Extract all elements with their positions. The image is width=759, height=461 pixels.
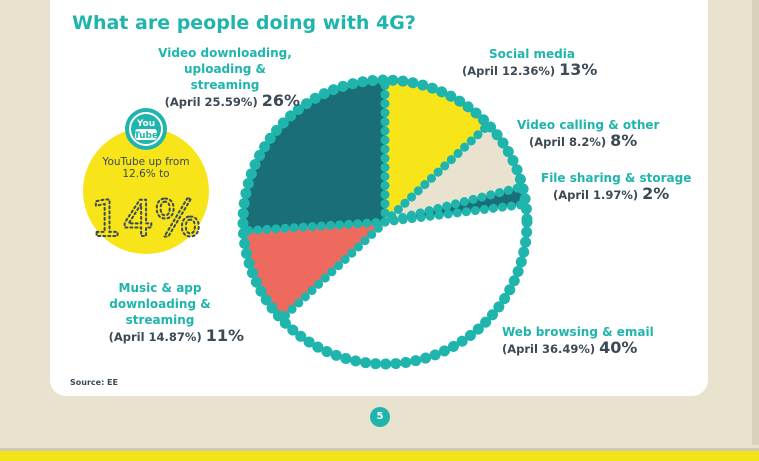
youtube-callout-value: 14% xyxy=(90,190,201,248)
label-video-calling-previous: (April 8.2%) xyxy=(529,135,607,149)
label-web-browsing: Web browsing & email (April 36.49%) 40% xyxy=(502,324,654,357)
label-video-downloading-category: Video downloading, uploading & streaming xyxy=(158,46,292,92)
label-file-sharing-category: File sharing & storage xyxy=(541,171,692,185)
label-web-browsing-percent: 40% xyxy=(599,338,638,357)
youtube-callout-circle xyxy=(83,128,209,254)
slice-separator-2 xyxy=(380,120,494,227)
label-video-calling: Video calling & other (April 8.2%) 8% xyxy=(517,117,659,150)
label-music-app-category: Music & app downloading & streaming xyxy=(109,281,211,327)
label-video-downloading-percent: 26% xyxy=(261,91,300,110)
page-number[interactable]: 5 xyxy=(370,407,390,427)
label-file-sharing-previous: (April 1.97%) xyxy=(553,188,639,202)
label-music-app: Music & app downloading & streaming (Apr… xyxy=(74,280,244,345)
label-web-browsing-previous: (April 36.49%) xyxy=(502,342,596,356)
label-video-calling-percent: 8% xyxy=(610,131,638,150)
label-social-media-previous: (April 12.36%) xyxy=(462,64,556,78)
label-music-app-percent: 11% xyxy=(205,326,244,345)
label-social-media-percent: 13% xyxy=(559,60,598,79)
label-video-downloading-previous: (April 25.59%) xyxy=(164,95,258,109)
pie-borders xyxy=(237,74,533,370)
pie-slice-web-browsing-email xyxy=(281,204,528,365)
pie-slice-music-app-downloading-streaming xyxy=(243,222,385,320)
label-file-sharing: File sharing & storage (April 1.97%) 2% xyxy=(541,170,691,203)
chart-title: What are people doing with 4G? xyxy=(72,12,416,34)
slice-separator-3 xyxy=(380,182,528,227)
youtube-icon xyxy=(129,112,163,146)
slice-separator-6 xyxy=(238,217,390,236)
label-social-media-category: Social media xyxy=(489,47,575,61)
slice-separator-4 xyxy=(380,199,531,227)
youtube-icon-tube-box xyxy=(135,129,157,140)
label-web-browsing-category: Web browsing & email xyxy=(502,325,654,339)
page-edge xyxy=(752,0,759,445)
source-note: Source: EE xyxy=(70,378,118,387)
youtube-callout: You Tube YouTube up from 12.6% to 14% xyxy=(83,108,209,254)
label-music-app-previous: (April 14.87%) xyxy=(108,330,202,344)
youtube-icon-text-2: Tube xyxy=(134,131,158,141)
youtube-callout-text-wrap: YouTube up from 12.6% to xyxy=(102,156,190,180)
next-page-strip xyxy=(0,448,759,461)
youtube-callout-text: YouTube up from 12.6% to xyxy=(102,156,190,180)
label-file-sharing-percent: 2% xyxy=(642,184,670,203)
pie-slice-video-calling-other xyxy=(385,124,523,222)
label-video-calling-category: Video calling & other xyxy=(517,118,660,132)
youtube-icon-text-1: You xyxy=(136,119,155,129)
slice-separator-5 xyxy=(276,217,390,324)
label-video-downloading: Video downloading, uploading & streaming… xyxy=(150,45,300,110)
label-social-media: Social media (April 12.36%) 13% xyxy=(462,46,597,79)
pie-outer-ring xyxy=(237,74,533,370)
pie-slice-video-downloading-uploading-streaming xyxy=(242,80,385,231)
pie-slice-social-media xyxy=(385,80,489,222)
